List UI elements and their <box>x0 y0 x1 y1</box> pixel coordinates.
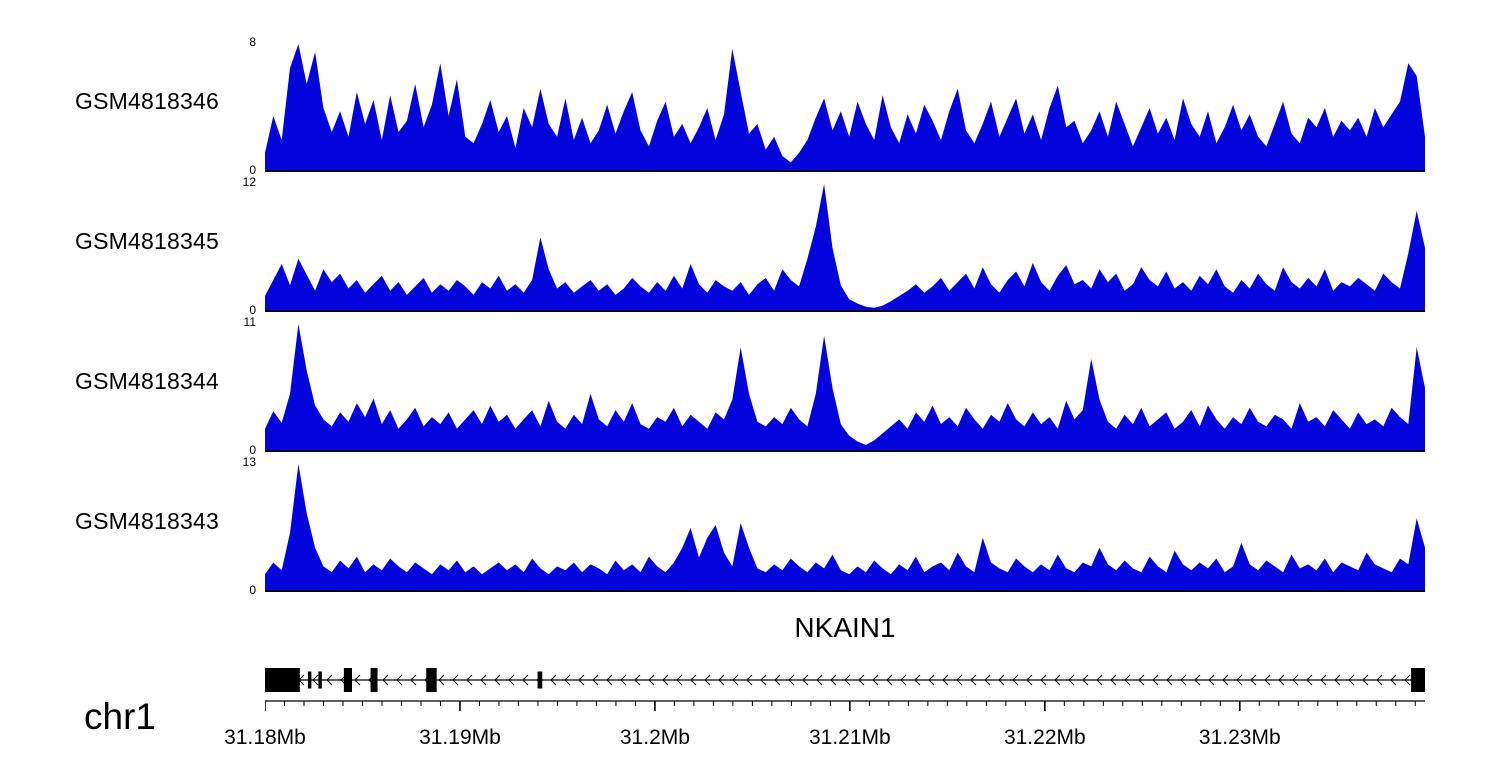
axis-tick-label: 31.19Mb <box>419 726 501 749</box>
track-sample-label: GSM4818343 <box>75 508 219 534</box>
axis-tick-label: 31.23Mb <box>1198 726 1281 749</box>
yaxis-min-label: 0 <box>249 163 256 177</box>
signal-area-plot <box>265 464 1425 592</box>
signal-area-plot <box>265 44 1425 172</box>
track-sample-label: GSM4818346 <box>75 88 219 114</box>
yaxis-min-label: 0 <box>249 443 256 457</box>
axis-tick-label: 31.18Mb <box>224 726 306 749</box>
gene-model-track <box>265 668 1425 692</box>
signal-area-plot <box>265 184 1425 312</box>
signal-track-row: GSM4818344 11 0 <box>0 315 1500 457</box>
axis-tick-label: 31.2Mb <box>619 726 690 749</box>
axis-tick-label: 31.22Mb <box>1003 726 1086 749</box>
chromosome-label: chr1 <box>84 696 156 737</box>
yaxis-max-label: 8 <box>249 35 256 49</box>
signal-track-row: GSM4818346 8 0 <box>0 35 1500 177</box>
yaxis-max-label: 11 <box>243 315 256 329</box>
yaxis-min-label: 0 <box>249 583 256 597</box>
signal-area-plot <box>265 324 1425 452</box>
yaxis-min-label: 0 <box>249 303 256 317</box>
axis-tick-label: 31.21Mb <box>808 726 891 749</box>
gene-name-label: NKAIN1 <box>794 612 896 643</box>
track-sample-label: GSM4818344 <box>75 368 219 394</box>
yaxis-max-label: 12 <box>242 175 256 189</box>
signal-track-row: GSM4818343 13 0 <box>0 455 1500 597</box>
yaxis-max-label: 13 <box>242 455 256 469</box>
genome-axis <box>265 700 1425 711</box>
track-sample-label: GSM4818345 <box>75 228 219 254</box>
signal-track-row: GSM4818345 12 0 <box>0 175 1500 317</box>
